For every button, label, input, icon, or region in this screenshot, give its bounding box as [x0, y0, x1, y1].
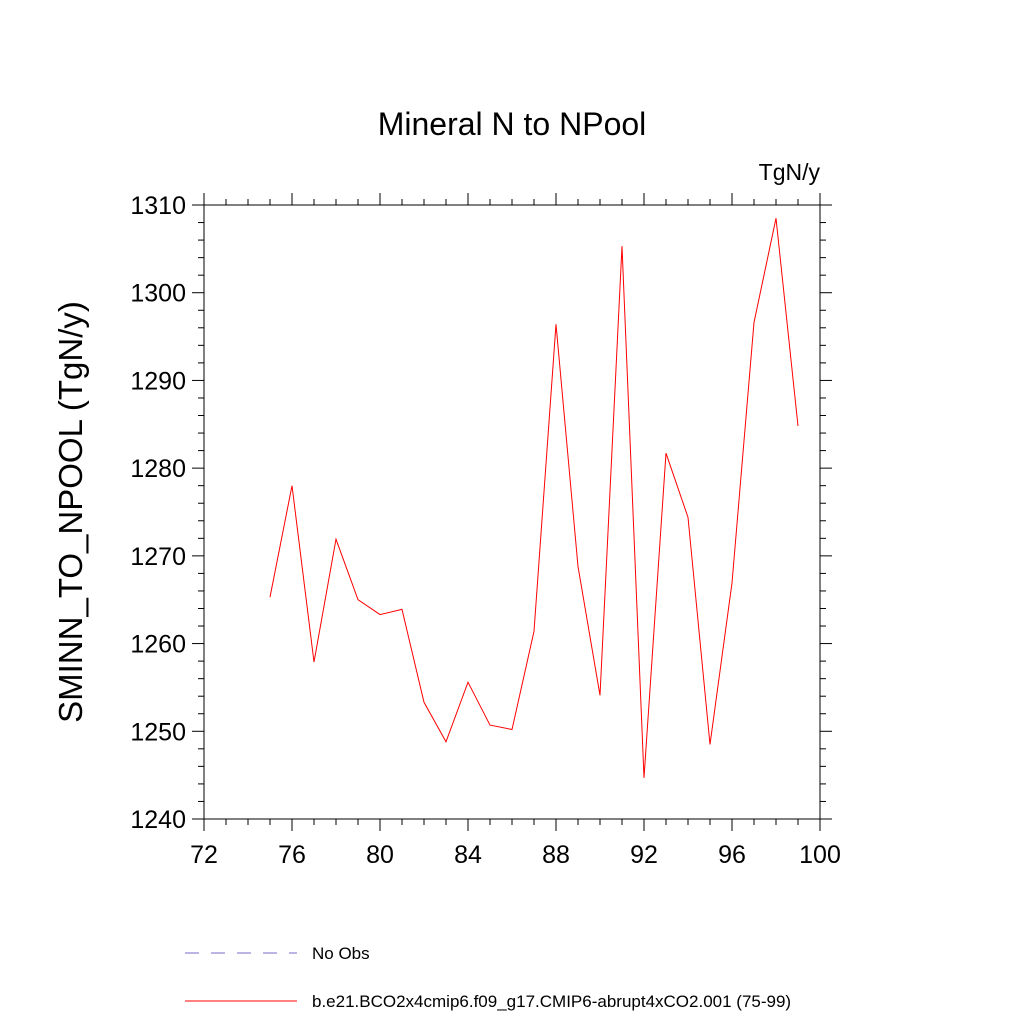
x-tick-label: 100	[799, 841, 841, 869]
x-tick-label: 76	[278, 841, 306, 869]
series-line-0	[269, 218, 799, 778]
x-tick-label: 96	[718, 841, 746, 869]
y-tick-label: 1240	[130, 806, 186, 834]
legend-label-1: b.e21.BCO2x4cmip6.f09_g17.CMIP6-abrupt4x…	[312, 992, 791, 1011]
x-tick-label: 80	[366, 841, 394, 869]
legend: No Obs b.e21.BCO2x4cmip6.f09_g17.CMIP6-a…	[185, 944, 791, 1011]
units-label: TgN/y	[759, 159, 821, 185]
y-tick-label: 1310	[130, 192, 186, 220]
y-tick-label: 1260	[130, 631, 186, 659]
axis-tick-labels: 72 76 80 84 88 92 96 100 1240 1250 1260 1270 1280 129…	[130, 192, 840, 869]
x-tick-label: 88	[542, 841, 570, 869]
axis-ticks	[192, 193, 832, 831]
legend-label-0: No Obs	[312, 944, 370, 963]
x-tick-label: 72	[190, 841, 218, 869]
series-layer	[269, 218, 799, 778]
plot-frame	[203, 204, 821, 820]
y-tick-label: 1250	[130, 718, 186, 746]
y-axis-label: SMINN_TO_NPOOL (TgN/y)	[52, 301, 89, 723]
y-tick-label: 1300	[130, 280, 186, 308]
chart-title: Mineral N to NPool	[378, 106, 647, 142]
y-tick-label: 1280	[130, 455, 186, 483]
x-tick-label: 84	[454, 841, 482, 869]
y-tick-label: 1270	[130, 543, 186, 571]
x-tick-label: 92	[630, 841, 658, 869]
y-tick-label: 1290	[130, 367, 186, 395]
